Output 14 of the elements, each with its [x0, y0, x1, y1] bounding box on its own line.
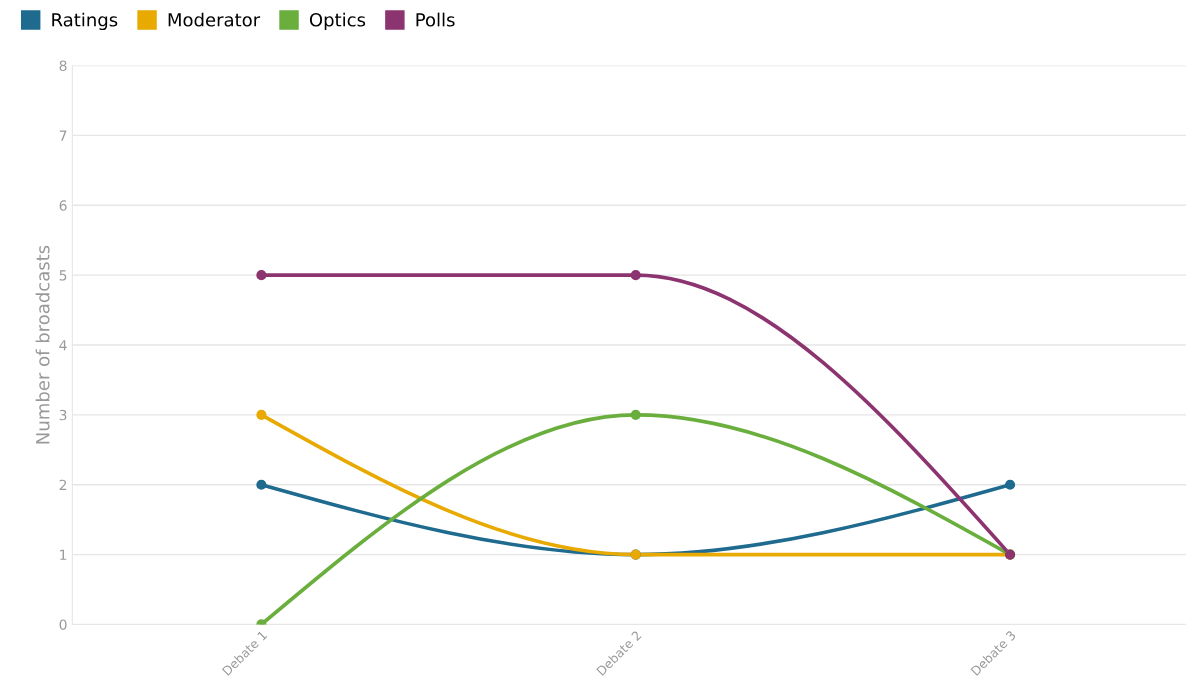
y-tick-label: 6: [59, 200, 67, 211]
y-tick-label: 3: [59, 409, 67, 421]
y-tick-label: 4: [59, 340, 67, 351]
legend-label: Moderator: [168, 12, 261, 27]
y-tick-label: 1: [60, 549, 67, 560]
legend-label: Ratings: [52, 12, 118, 31]
legend-label: Optics: [309, 12, 366, 31]
legend-label: Polls: [416, 12, 455, 27]
y-axis-title: Number of broadcasts: [35, 245, 50, 444]
y-tick-label: 5: [59, 270, 67, 281]
y-tick-label: 2: [59, 479, 67, 490]
y-tick-label: 0: [59, 619, 67, 630]
y-tick-label: 7: [59, 130, 67, 141]
y-tick-label: 8: [59, 60, 67, 72]
